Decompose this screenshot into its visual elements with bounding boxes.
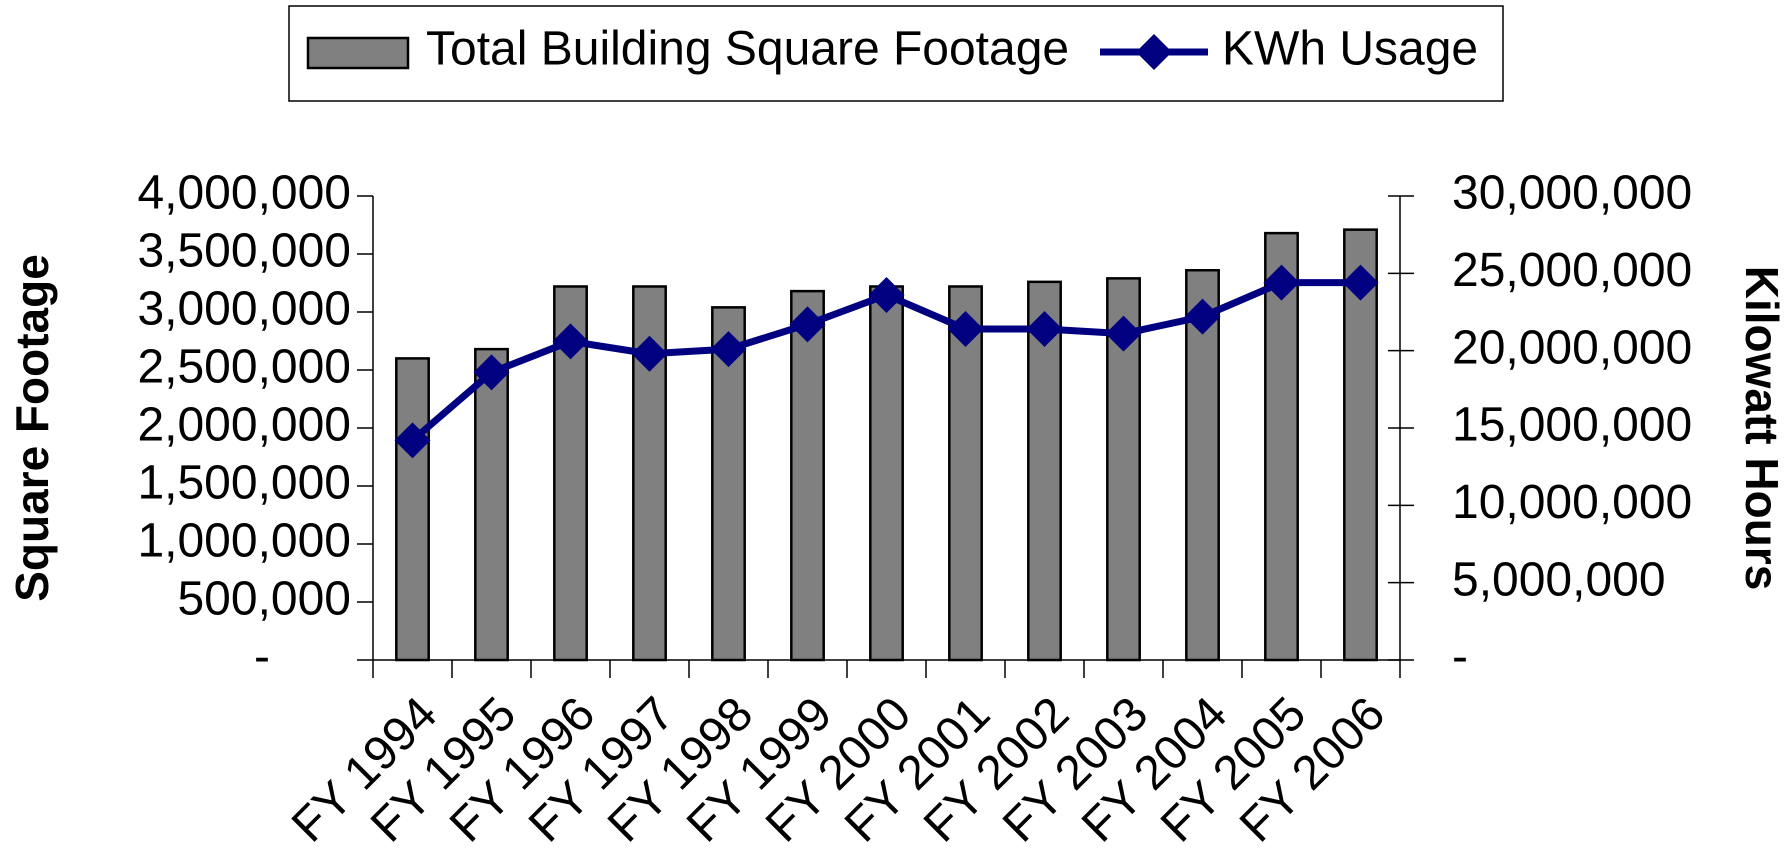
- y-tick-label: 3,500,000: [137, 225, 351, 278]
- bar: [869, 285, 904, 662]
- bar: [395, 357, 430, 662]
- legend-marker: [1136, 34, 1172, 70]
- y-tick-label: 1,000,000: [137, 515, 351, 568]
- legend-label: KWh Usage: [1222, 23, 1478, 76]
- y-tick-label: -: [254, 631, 270, 684]
- y2-tick-label: 25,000,000: [1452, 244, 1692, 297]
- bar: [1185, 268, 1220, 662]
- bar: [1343, 228, 1378, 662]
- marker: [789, 306, 826, 343]
- y2-tick-label: 30,000,000: [1452, 167, 1692, 220]
- marker: [1184, 298, 1221, 335]
- marker: [394, 422, 431, 459]
- marker: [631, 335, 668, 372]
- legend-swatch: [306, 36, 410, 70]
- marker: [473, 354, 510, 391]
- bar: [790, 289, 825, 662]
- y2-tick-label: 15,000,000: [1452, 399, 1692, 452]
- marker: [710, 331, 747, 368]
- y-tick-label: 3,000,000: [137, 283, 351, 336]
- marker: [1342, 264, 1379, 301]
- y-tick-label: 500,000: [177, 573, 351, 626]
- y2-tick-label: -: [1452, 631, 1468, 684]
- legend-box: [288, 5, 1504, 102]
- bar: [948, 285, 983, 662]
- marker: [1026, 311, 1063, 348]
- y-tick-label: 2,000,000: [137, 399, 351, 452]
- marker: [1263, 264, 1300, 301]
- bar: [474, 347, 509, 662]
- bar: [1264, 231, 1299, 662]
- y2-tick-label: 20,000,000: [1452, 321, 1692, 374]
- y2-tick-label: 10,000,000: [1452, 476, 1692, 529]
- marker: [868, 276, 905, 313]
- y-axis-title: Square Footage: [6, 254, 58, 602]
- marker: [947, 311, 984, 348]
- legend-label: Total Building Square Footage: [426, 23, 1069, 76]
- y-tick-label: 4,000,000: [137, 167, 351, 220]
- y-tick-label: 1,500,000: [137, 457, 351, 510]
- marker: [1105, 315, 1142, 352]
- y-tick-label: 2,500,000: [137, 341, 351, 394]
- y2-tick-label: 5,000,000: [1452, 553, 1666, 606]
- y2-axis-title: Kilowatt Hours: [1736, 266, 1788, 591]
- marker: [552, 323, 589, 360]
